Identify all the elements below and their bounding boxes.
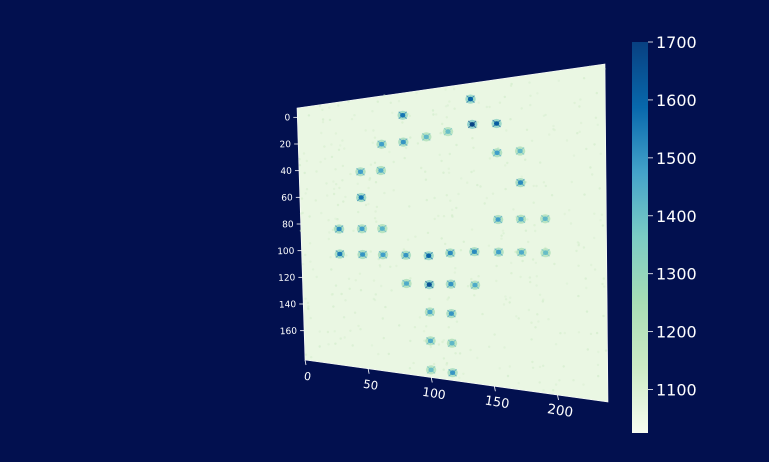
colorbar-tick-label: 1700 bbox=[656, 33, 697, 52]
colorbar-tick-label: 1100 bbox=[656, 381, 697, 400]
x-tick-mark bbox=[304, 359, 307, 366]
colorbar-tick-label: 1500 bbox=[656, 149, 697, 168]
heatmap-spot bbox=[515, 214, 527, 224]
heatmap-spot bbox=[355, 167, 366, 177]
heatmap-spot bbox=[377, 224, 388, 234]
heatmap-spot bbox=[400, 250, 412, 260]
x-tick-label: 150 bbox=[484, 394, 511, 413]
y-tick-label: 20 bbox=[279, 140, 291, 150]
heatmap-spot bbox=[516, 247, 527, 257]
heatmap-spot bbox=[445, 279, 457, 289]
heatmap-spot bbox=[447, 368, 458, 378]
heatmap-spot bbox=[514, 146, 526, 156]
heatmap-spot bbox=[401, 278, 412, 289]
heatmap-spot bbox=[398, 137, 409, 147]
colorbar-tick-label: 1300 bbox=[656, 265, 697, 284]
heatmap-spot bbox=[540, 214, 551, 224]
heatmap-spot bbox=[397, 110, 408, 120]
heatmap-noise bbox=[298, 65, 608, 392]
y-tick-label: 40 bbox=[280, 167, 292, 177]
colorbar: 1100 1200 1300 1400 1500 1600 1700 bbox=[632, 33, 697, 433]
y-axis-ticks: 0 20 40 60 80 100 120 140 160 bbox=[277, 113, 305, 338]
y-tick-label: 0 bbox=[284, 113, 290, 123]
y-tick-label: 120 bbox=[278, 273, 296, 284]
x-tick-mark bbox=[367, 368, 370, 374]
x-tick-label: 50 bbox=[362, 377, 379, 393]
heatmap-spot bbox=[465, 94, 476, 104]
heatmap-spot bbox=[446, 338, 458, 348]
heatmap-spot bbox=[357, 249, 368, 260]
heatmap-spot bbox=[540, 248, 551, 258]
heatmap-spot bbox=[356, 192, 367, 203]
x-tick-mark bbox=[557, 394, 559, 401]
colorbar-tick-label: 1400 bbox=[656, 207, 697, 226]
heatmap-spot bbox=[491, 118, 502, 129]
y-tick-label: 100 bbox=[277, 247, 295, 258]
heatmap-spot bbox=[442, 127, 454, 137]
heatmap-spot bbox=[493, 247, 504, 257]
heatmap-spot bbox=[491, 148, 503, 158]
heatmap-spot bbox=[356, 224, 368, 234]
colorbar-tick-label: 1200 bbox=[656, 323, 697, 342]
heatmap-plane bbox=[296, 63, 609, 403]
x-tick-mark bbox=[430, 377, 433, 383]
y-tick-label: 140 bbox=[279, 300, 297, 311]
heatmap-spot bbox=[377, 250, 389, 260]
heatmap-spot bbox=[515, 178, 526, 188]
heatmap-spot bbox=[421, 132, 432, 142]
x-tick-label: 0 bbox=[303, 370, 312, 384]
x-tick-label: 100 bbox=[421, 385, 446, 402]
heatmap-spot bbox=[376, 139, 387, 149]
heatmap-spot bbox=[424, 280, 435, 290]
y-tick-label: 60 bbox=[281, 193, 293, 203]
heatmap-spot bbox=[333, 224, 345, 234]
heatmap-spot bbox=[445, 248, 456, 258]
x-tick-mark bbox=[493, 386, 496, 392]
heatmap-spot bbox=[446, 309, 457, 319]
heatmap-spot bbox=[424, 307, 436, 317]
y-tick-label: 160 bbox=[280, 327, 298, 338]
heatmap-spot bbox=[467, 119, 478, 129]
y-tick-label: 80 bbox=[282, 220, 294, 230]
x-axis-ticks: 0 50 100 150 200 bbox=[303, 359, 574, 421]
colorbar-tick-label: 1600 bbox=[656, 91, 697, 110]
heatmap-spot bbox=[492, 214, 504, 225]
heatmap-background bbox=[296, 63, 609, 403]
colorbar-scale bbox=[632, 42, 648, 433]
heatmap-spot bbox=[334, 249, 345, 259]
heatmap-spot bbox=[425, 365, 437, 375]
heatmap-spot bbox=[469, 280, 481, 290]
x-tick-label: 200 bbox=[546, 401, 574, 421]
heatmap-spot bbox=[423, 251, 434, 261]
heatmap-spot bbox=[375, 165, 387, 176]
heatmap-spot bbox=[469, 247, 480, 257]
heatmap-spot bbox=[425, 336, 436, 346]
